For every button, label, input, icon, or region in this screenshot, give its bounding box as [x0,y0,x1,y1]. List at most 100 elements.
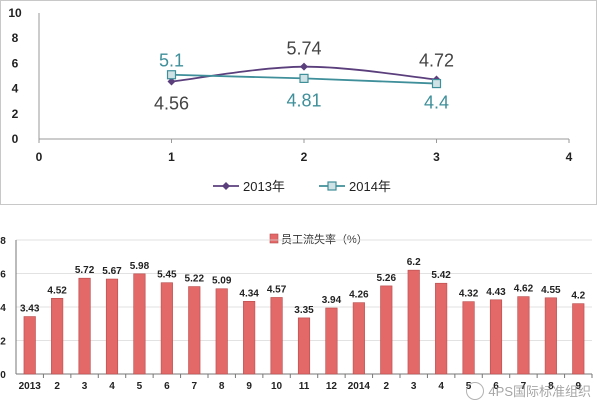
x-tick-label: 3 [411,381,417,392]
x-tick-label: 6 [493,381,499,392]
x-tick-label: 11 [299,381,310,392]
bar [133,273,146,375]
x-tick-label: 7 [521,381,527,392]
bar [51,297,64,375]
y-tick-label: 0 [0,370,6,381]
data-point-square [431,78,442,89]
x-tick-label: 9 [576,381,582,392]
bar [160,282,173,375]
y-tick-label: 4 [0,303,6,314]
bar-chart-panel: 员工流失率（%） 0 2 4 6 8 3.43 2013 4.52 2 5.72 3 5.67 4 5.98… [0,226,599,404]
bar [188,286,201,375]
bar [517,296,530,375]
x-tick-label: 4 [566,150,573,164]
bar [243,301,256,375]
data-label-2014: 4.81 [286,90,321,110]
data-point-diamond [167,77,176,86]
x-tick-label: 9 [246,381,252,392]
bar [352,302,365,375]
legend-label-2013: 2013年 [243,179,285,194]
y-tick-label: 2 [0,337,6,348]
x-tick-label: 8 [219,381,225,392]
x-tick-label: 3 [433,150,440,164]
bar-value-label: 6.2 [407,257,421,268]
x-tick-label: 5 [137,381,143,392]
bar [78,277,91,375]
y-tick-label: 2 [12,107,19,121]
y-tick-label: 10 [8,6,22,20]
x-tick-label: 2 [301,150,308,164]
y-tick-label: 6 [12,56,19,70]
bar-value-label: 5.45 [157,270,177,281]
bar [380,285,393,375]
x-tick-label: 1 [168,150,175,164]
bar-value-label: 4.43 [486,287,506,298]
bar-value-label: 3.35 [294,305,314,316]
bar [297,317,311,375]
x-tick-label: 10 [271,381,283,392]
line-chart: 0 2 4 6 8 10 0 1 2 3 4 4.56 5.74 4.72 5.1 4.81 4.4 2013年 2… [8,6,573,194]
x-tick-label: 3 [82,381,88,392]
watermark-text: 4PS国际标准组织 [488,384,591,399]
bar [544,297,557,375]
bar-value-label: 4.2 [571,291,585,302]
bar-chart: 员工流失率（%） 0 2 4 6 8 3.43 2013 4.52 2 5.72 3 5.67 4 5.98… [0,232,593,392]
data-point-square [166,70,177,80]
bar-value-label: 3.94 [322,295,342,306]
bar-value-label: 5.09 [212,276,232,287]
bar [270,297,283,375]
x-tick-label: 2013 [19,381,42,392]
x-tick-label: 2014 [348,381,371,392]
bar-value-label: 4.32 [459,289,479,300]
data-point-square [299,73,309,83]
legend-swatch [269,233,279,244]
y-tick-label: 8 [12,31,19,45]
y-tick-label: 0 [12,132,19,146]
bar [435,282,448,375]
x-tick-label: 8 [548,381,554,392]
watermark: 4PS国际标准组织 [466,381,591,400]
bar-value-label: 4.57 [267,284,287,295]
bar-value-label: 3.43 [20,304,40,315]
x-tick-label: 12 [326,381,338,392]
data-label-2013: 5.74 [286,39,321,59]
bar-value-label: 5.72 [75,265,95,276]
bar-value-label: 4.26 [349,290,369,301]
bar-value-label: 5.98 [130,261,150,272]
legend-marker-2013 [222,182,230,190]
bar [572,303,585,375]
bar [325,307,338,375]
bar [407,269,420,375]
y-tick-label: 4 [12,82,19,96]
bar [215,288,228,375]
legend-label-2014: 2014年 [349,179,391,194]
bar-value-label: 5.67 [102,266,122,277]
bar-value-label: 5.22 [185,274,205,285]
data-label-2014: 5.1 [159,51,184,71]
bar [462,301,475,375]
x-tick-label: 2 [384,381,390,392]
legend-label: 员工流失率（%） [281,232,368,246]
bar-value-label: 5.42 [431,270,451,281]
x-tick-label: 6 [164,381,170,392]
bar-value-label: 4.34 [239,288,259,299]
y-tick-label: 8 [0,236,6,247]
data-label-2013: 4.56 [154,94,189,114]
line-chart-panel: 0 2 4 6 8 10 0 1 2 3 4 4.56 5.74 4.72 5.1 4.81 4.4 2013年 2… [0,0,597,205]
bar [105,278,119,375]
bar [23,316,36,375]
data-label-2013: 4.72 [419,51,454,71]
bar-value-label: 4.62 [514,284,534,295]
legend-marker-2014 [327,181,337,191]
x-tick-label: 4 [438,381,444,392]
bar-value-label: 5.26 [377,273,397,284]
data-point-diamond [300,62,308,71]
x-tick-label: 2 [54,381,60,392]
bar-value-label: 4.55 [541,285,561,296]
x-tick-label: 7 [192,381,198,392]
x-tick-label: 0 [36,150,43,164]
bar-value-label: 4.52 [47,285,67,296]
x-tick-label: 4 [109,381,115,392]
bar [489,299,503,375]
